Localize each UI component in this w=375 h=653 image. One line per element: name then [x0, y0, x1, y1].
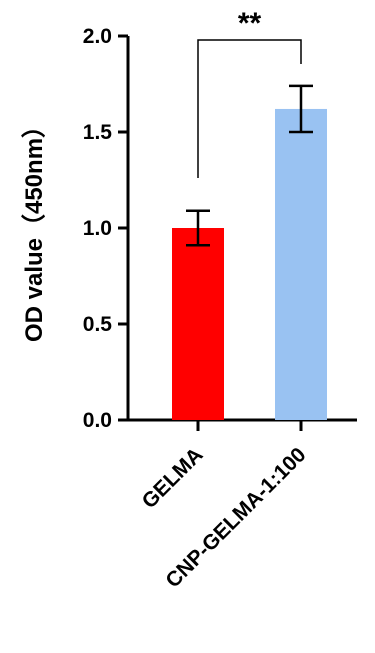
bars [172, 108, 327, 421]
error-bars [186, 84, 313, 247]
significance-bracket: ** [197, 7, 302, 178]
x-tick-label: GELMA [138, 443, 208, 513]
y-tick-label: 1.5 [83, 121, 113, 144]
y-tick-label: 0.5 [83, 313, 113, 336]
significance-label: ** [238, 7, 262, 40]
y-tick-label: 2.0 [83, 25, 112, 48]
y-axis: 0.0 0.5 1.0 1.5 2.0 [83, 25, 130, 432]
y-tick-label: 0.0 [83, 409, 112, 432]
y-tick-label: 1.0 [83, 217, 112, 240]
y-axis-title: OD value（450nm） [21, 114, 48, 342]
bar-gelma [172, 228, 224, 420]
significance-line [197, 39, 302, 178]
bar-cnp-gelma [275, 108, 327, 421]
